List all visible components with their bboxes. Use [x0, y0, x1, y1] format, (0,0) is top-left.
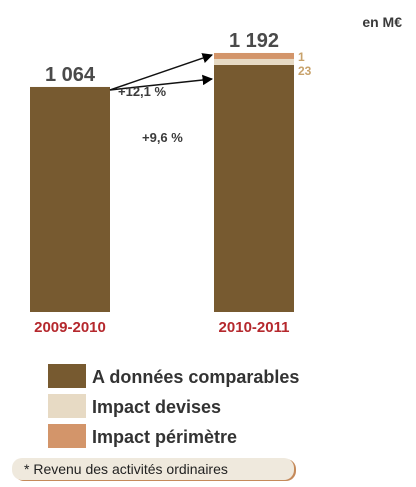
perimetre-increment-label: 1 [298, 50, 305, 64]
growth-label-comparable: +9,6 % [142, 130, 183, 145]
legend-swatch-2 [48, 424, 86, 448]
growth-arrow-comparable [109, 74, 214, 91]
total-label: 1 064 [45, 64, 96, 86]
legend-swatch-0 [48, 364, 86, 388]
footnote: * Revenu des activités ordinaires [12, 458, 294, 480]
bar-2010-2011-2 [214, 52, 294, 59]
devises-increment-label: 23 [298, 64, 312, 78]
unit-label: en M€ [362, 14, 402, 30]
legend-swatch-1 [48, 394, 86, 418]
category-label: 2010-2011 [219, 319, 290, 336]
legend-label-0: A données comparables [92, 367, 299, 387]
growth-label-total: +12,1 % [118, 84, 167, 99]
legend-label-2: Impact périmètre [92, 427, 237, 447]
bar-2009-2010-0 [30, 86, 110, 313]
legend-label-1: Impact devises [92, 397, 221, 417]
category-label: 2009-2010 [34, 319, 106, 336]
total-label: 1 192 [229, 30, 279, 52]
growth-arrow-total [109, 53, 213, 91]
bar-2010-2011-0 [214, 64, 294, 312]
bar-2010-2011-1 [214, 58, 294, 65]
